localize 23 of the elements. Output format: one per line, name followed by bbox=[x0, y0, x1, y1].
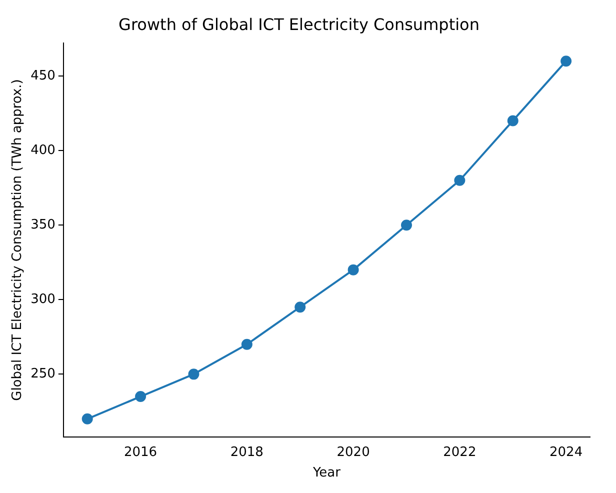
point bbox=[400, 220, 412, 231]
point bbox=[82, 413, 93, 424]
y-tick-label: 350 bbox=[30, 217, 56, 232]
y-tick-label: 250 bbox=[30, 366, 56, 382]
x-tick-label: 2020 bbox=[336, 444, 370, 460]
point bbox=[560, 56, 572, 67]
point bbox=[294, 302, 306, 313]
x-axis-title: Year bbox=[312, 466, 342, 481]
point bbox=[454, 174, 466, 186]
x-tick-label: 2024 bbox=[550, 444, 583, 460]
x-tick-label: 2022 bbox=[443, 444, 476, 460]
point bbox=[188, 368, 200, 380]
point bbox=[507, 115, 518, 126]
point bbox=[241, 338, 252, 350]
y-tick-label: 300 bbox=[30, 292, 56, 308]
y-tick-label: 450 bbox=[30, 68, 56, 84]
x-tick-label: 2016 bbox=[124, 444, 158, 460]
x-tick-label: 2018 bbox=[230, 444, 264, 460]
point bbox=[135, 391, 146, 402]
point bbox=[348, 264, 359, 276]
chart-title: Growth of Global ICT Electricity Consumption bbox=[118, 14, 480, 34]
y-axis-title: Global ICT Electricity Consumption (TWh approx.) bbox=[10, 79, 26, 401]
y-tick-label: 400 bbox=[30, 142, 56, 158]
